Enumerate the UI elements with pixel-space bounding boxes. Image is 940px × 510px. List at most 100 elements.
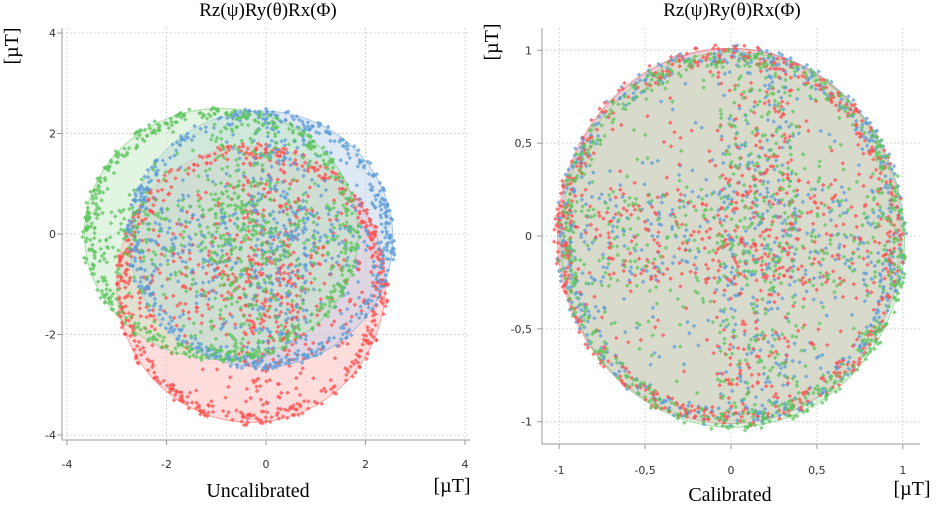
data-point [321, 151, 327, 157]
data-point [881, 310, 887, 316]
data-point [87, 237, 93, 243]
data-point [390, 257, 396, 262]
data-point [200, 265, 206, 270]
data-point [284, 283, 289, 288]
data-point [290, 307, 296, 313]
data-point [331, 319, 337, 324]
data-point [816, 83, 822, 88]
data-point [876, 302, 882, 307]
data-point [344, 330, 349, 335]
data-point [253, 302, 259, 308]
data-point [250, 378, 256, 383]
data-point [749, 301, 754, 307]
data-point [840, 358, 846, 363]
data-point [303, 333, 309, 339]
data-point [116, 230, 121, 236]
data-point [853, 118, 859, 124]
data-point [141, 274, 147, 280]
data-point [725, 283, 731, 288]
data-point [328, 271, 333, 277]
data-point [308, 253, 314, 258]
data-point [301, 137, 306, 142]
data-point [805, 398, 810, 404]
data-point [754, 413, 760, 419]
data-point [256, 127, 262, 133]
data-point [318, 302, 324, 308]
data-point [762, 406, 768, 412]
data-point [356, 295, 362, 300]
data-point [286, 289, 292, 294]
data-point [755, 416, 761, 422]
data-point [308, 318, 313, 324]
data-point [268, 291, 273, 296]
data-point [308, 260, 313, 266]
data-point [804, 289, 809, 294]
data-point [255, 354, 260, 359]
data-point [332, 139, 337, 144]
data-point [238, 410, 244, 415]
data-point [199, 357, 204, 363]
data-point [138, 313, 143, 319]
data-point [384, 247, 390, 253]
data-point [757, 409, 763, 415]
data-point [358, 348, 364, 353]
data-point [118, 300, 124, 306]
data-point [259, 339, 265, 345]
data-point [780, 382, 786, 388]
data-point [305, 406, 311, 411]
data-point [383, 272, 388, 278]
x-tick-label: -0,5 [634, 464, 655, 477]
data-point [847, 355, 852, 360]
data-point [383, 304, 388, 309]
data-point [581, 302, 587, 307]
data-point [662, 405, 668, 411]
data-point [257, 304, 262, 310]
data-point [220, 408, 226, 414]
data-point [742, 406, 748, 412]
data-point [364, 211, 370, 216]
data-point [819, 300, 824, 305]
data-point [263, 415, 269, 420]
data-point [555, 249, 561, 255]
data-point [318, 164, 323, 169]
data-point [168, 314, 173, 320]
data-point [780, 220, 785, 226]
data-point [177, 314, 183, 320]
data-point [340, 143, 346, 149]
data-point [304, 308, 310, 313]
data-point [688, 408, 694, 414]
data-point [149, 257, 155, 263]
data-point [345, 341, 350, 347]
data-point [194, 400, 199, 405]
data-point [173, 346, 178, 351]
data-point [297, 392, 303, 398]
data-point [293, 386, 299, 391]
data-point [241, 414, 247, 419]
data-point [743, 228, 749, 234]
data-point [160, 338, 165, 344]
data-point [297, 203, 303, 209]
data-point [273, 145, 278, 150]
data-point [85, 205, 91, 211]
data-point [258, 176, 264, 182]
data-point [273, 307, 279, 313]
data-point [123, 234, 129, 239]
data-point [274, 315, 279, 321]
data-point [261, 277, 267, 283]
data-point [797, 396, 802, 402]
data-point [726, 232, 731, 238]
data-point [552, 227, 557, 232]
data-point [368, 161, 373, 166]
data-point [233, 341, 239, 346]
data-point [283, 355, 289, 360]
data-point [356, 223, 361, 229]
data-point [329, 229, 334, 235]
data-point [260, 167, 265, 172]
data-point [792, 279, 797, 284]
data-point [591, 277, 597, 282]
data-point [346, 263, 352, 269]
data-point [287, 292, 292, 298]
data-point [283, 147, 289, 152]
data-point [230, 271, 236, 277]
data-point [239, 355, 244, 361]
